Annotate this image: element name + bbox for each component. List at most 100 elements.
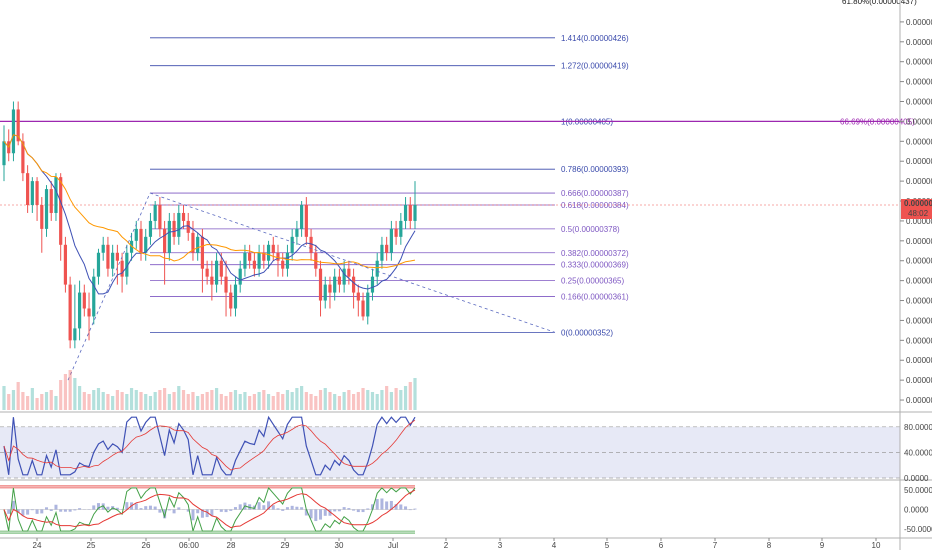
candle-body [111, 252, 115, 269]
volume-bar [394, 388, 398, 410]
rsi-tick-label: 0.0000 [904, 474, 929, 483]
volume-bar [26, 396, 30, 410]
stoch-hist-bar [300, 507, 304, 510]
candle-body [200, 236, 205, 269]
volume-bar [356, 392, 360, 410]
stoch-hist-bar [248, 504, 252, 510]
price-tick-label: 0.00000350 [906, 336, 932, 345]
time-tick-label: Jul [388, 541, 398, 550]
volume-bar [82, 392, 86, 410]
candle-body [342, 268, 346, 285]
stoch-hist-bar [92, 505, 96, 510]
price-tick-label: 0.00000425 [906, 38, 932, 47]
candle-body [257, 252, 261, 269]
volume-bar [252, 394, 256, 410]
candle-body [300, 205, 304, 229]
candle-body [125, 252, 129, 277]
stoch-hist-bar [281, 509, 285, 511]
volume-bar [115, 390, 119, 410]
stoch-hist-bar [309, 509, 313, 519]
volume-bar [181, 390, 186, 410]
volume-bar [63, 374, 68, 410]
stoch-hist-bar [148, 505, 152, 510]
candle-body [323, 284, 327, 301]
candle-body [361, 300, 365, 317]
fib-label: 0.25(0.00000365) [561, 277, 625, 286]
stoch-hist-bar [200, 509, 204, 518]
stoch-d-line [3, 489, 416, 529]
candle-body [134, 228, 138, 241]
stoch-hist-bar [35, 509, 39, 514]
stoch-tick-label: -50.0000 [904, 525, 932, 534]
stoch-hist-bar [16, 509, 20, 513]
rsi-signal-line [3, 419, 416, 471]
candle-body [163, 228, 167, 253]
volume-bar [281, 394, 285, 410]
candle-body [328, 284, 332, 293]
candle-body [262, 252, 266, 261]
stoch-hist-bar [144, 506, 148, 510]
time-tick-label: 6 [659, 541, 664, 550]
stoch-hist-bar [205, 509, 209, 518]
volume-bar [44, 392, 49, 410]
candle-body [233, 284, 238, 309]
stoch-hist-bar [366, 508, 370, 510]
ma-fast-line [3, 134, 416, 295]
volume-bar [125, 394, 129, 410]
candle-body [106, 244, 110, 269]
fib-label: 0.333(0.00000369) [561, 261, 629, 270]
candle-body [54, 177, 58, 213]
volume-bar [153, 392, 157, 410]
candle-body [96, 252, 101, 277]
price-tick-label: 0.00000395 [906, 157, 932, 166]
volume-bar [21, 392, 25, 410]
candle-body [129, 240, 134, 253]
candle-body [172, 220, 176, 237]
volume-bar [92, 390, 96, 410]
volume-bar [276, 392, 280, 410]
stoch-tick-label: 50.0000 [904, 486, 932, 495]
candle-body [266, 244, 271, 261]
candle-body [219, 260, 223, 277]
volume-bar [30, 388, 34, 410]
stoch-hist-bar [219, 509, 223, 512]
volume-bar [87, 394, 91, 410]
stoch-pane [0, 485, 417, 534]
volume-bar [210, 390, 214, 410]
candle-body [276, 252, 280, 261]
candle-body [191, 232, 195, 253]
candle-body [347, 268, 351, 277]
candle-body [148, 220, 153, 237]
volume-bar [111, 396, 115, 410]
price-tick-label: 0.00000400 [906, 137, 932, 146]
volume-bar [106, 394, 110, 410]
fib-label: 0.618(0.00000384) [561, 201, 629, 210]
time-tick-label: 25 [87, 541, 96, 550]
stoch-hist-bar [186, 509, 190, 512]
volume-bar [389, 392, 393, 410]
volume-bar [271, 396, 275, 410]
volume-layer [2, 370, 417, 410]
time-tick-label: 2 [444, 541, 449, 550]
time-tick-label: 24 [33, 541, 42, 550]
stoch-hist-bar [262, 505, 266, 510]
stoch-hist-bar [158, 509, 162, 513]
volume-bar [77, 386, 82, 410]
top-label: 61.80%(0.00000437) [842, 0, 917, 6]
stoch-hist-bar [30, 509, 34, 511]
time-tick-label: 8 [767, 541, 772, 550]
stoch-hist-bar [352, 509, 356, 511]
candle-body [153, 205, 157, 221]
stoch-hist-bar [45, 507, 49, 510]
volume-bar [300, 386, 304, 410]
stoch-hist-bar [68, 509, 72, 512]
volume-bar [35, 398, 39, 410]
volume-bar [101, 392, 105, 410]
candle-body [35, 181, 39, 205]
candle-body [63, 244, 68, 285]
candle-body [59, 177, 63, 245]
stoch-hist-bar [404, 506, 408, 510]
volume-bar [304, 392, 308, 410]
candle-body [158, 205, 162, 229]
